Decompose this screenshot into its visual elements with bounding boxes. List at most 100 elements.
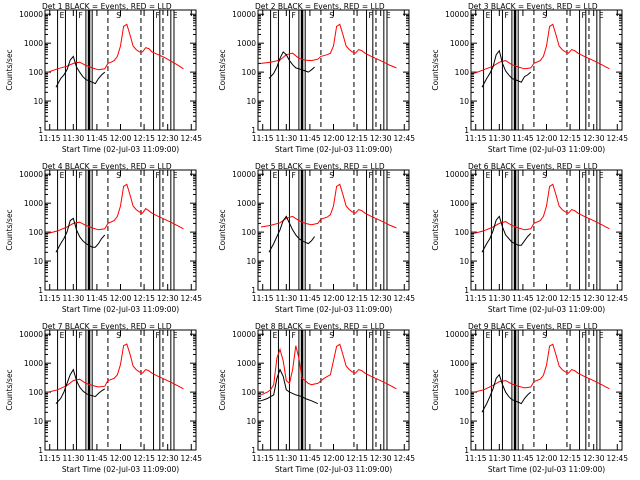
- x-tick-label: 12:30: [370, 294, 392, 303]
- x-tick-label: 12:30: [157, 134, 179, 143]
- x-tick-label: 12:30: [583, 134, 605, 143]
- plot-frame: [44, 329, 197, 451]
- series-lld-line: [473, 183, 610, 234]
- x-tick-label: 12:00: [536, 134, 558, 143]
- x-tick-label: 11:45: [299, 454, 321, 463]
- marker-label: E: [599, 331, 604, 340]
- marker-label: F: [504, 171, 508, 180]
- marker-label: F: [369, 331, 373, 340]
- y-tick-label: 100: [29, 228, 44, 237]
- marker-label: F: [291, 11, 295, 20]
- marker-label: F: [582, 171, 586, 180]
- marker-label: F: [291, 331, 295, 340]
- y-tick-label: 10000: [445, 10, 469, 19]
- y-tick-label: 1: [251, 446, 256, 455]
- series-lld-line: [473, 343, 610, 393]
- y-axis-label: Counts/sec: [431, 209, 440, 250]
- panel-title: Det 9 BLACK = Events, RED = LLD: [468, 322, 598, 331]
- x-axis-label: Start Time (02-Jul-03 11:09:00): [275, 305, 392, 314]
- series-events-line: [268, 215, 316, 253]
- x-tick-label: 12:30: [157, 454, 179, 463]
- y-axis-label: Counts/sec: [431, 49, 440, 90]
- x-tick-label: 12:15: [133, 134, 155, 143]
- y-tick-label: 10: [246, 97, 256, 106]
- x-tick-label: 12:00: [323, 134, 345, 143]
- x-tick-label: 11:30: [489, 134, 511, 143]
- panel-det-7: E F S F E 1 10 100 1000 10000 11:15 11:30 11:45 12:00…: [5, 322, 202, 474]
- marker-label: E: [386, 171, 391, 180]
- y-tick-label: 1000: [237, 199, 256, 208]
- x-tick-label: 12:00: [323, 454, 345, 463]
- marker-label: E: [486, 11, 491, 20]
- y-tick-label: 1000: [237, 39, 256, 48]
- marker-label: E: [273, 11, 278, 20]
- y-tick-label: 100: [242, 228, 257, 237]
- panel-det-6: E F S F E 1 10 100 1000 10000 11:15 11:30 11:45 12:00…: [431, 162, 628, 314]
- y-tick-label: 1000: [24, 359, 43, 368]
- x-tick-label: 12:45: [393, 134, 415, 143]
- y-tick-label: 1000: [24, 39, 43, 48]
- x-tick-label: 11:15: [39, 294, 61, 303]
- marker-label: S: [116, 331, 121, 340]
- x-tick-label: 11:30: [63, 454, 85, 463]
- y-tick-label: 100: [455, 388, 470, 397]
- x-tick-label: 11:15: [39, 454, 61, 463]
- marker-label: E: [60, 331, 65, 340]
- marker-label: E: [273, 331, 278, 340]
- x-axis-label: Start Time (02-Jul-03 11:09:00): [488, 145, 605, 154]
- x-tick-label: 11:45: [86, 454, 108, 463]
- x-tick-label: 12:30: [157, 294, 179, 303]
- marker-label: F: [291, 171, 295, 180]
- y-tick-label: 10: [246, 417, 256, 426]
- panel-title: Det 6 BLACK = Events, RED = LLD: [468, 162, 598, 171]
- x-tick-label: 11:45: [86, 294, 108, 303]
- series-lld-line: [47, 23, 184, 73]
- y-tick-label: 10000: [19, 10, 43, 19]
- x-tick-label: 12:30: [370, 134, 392, 143]
- panel-title: Det 4 BLACK = Events, RED = LLD: [42, 162, 172, 171]
- y-axis-label: Counts/sec: [5, 369, 14, 410]
- x-tick-label: 12:45: [606, 134, 628, 143]
- y-tick-label: 1000: [450, 199, 469, 208]
- y-tick-label: 10: [33, 417, 43, 426]
- y-tick-label: 10: [33, 97, 43, 106]
- marker-label: E: [599, 11, 604, 20]
- y-tick-label: 1: [251, 286, 256, 295]
- x-tick-label: 12:00: [323, 294, 345, 303]
- y-tick-label: 1: [38, 286, 43, 295]
- marker-label: E: [386, 331, 391, 340]
- x-tick-label: 11:30: [276, 294, 298, 303]
- marker-label: F: [156, 171, 160, 180]
- marker-label: S: [542, 331, 547, 340]
- plot-frame: [44, 9, 197, 131]
- plot-frame: [257, 329, 410, 451]
- x-tick-label: 11:30: [489, 454, 511, 463]
- marker-label: F: [156, 331, 160, 340]
- marker-label: S: [542, 171, 547, 180]
- x-tick-label: 12:00: [110, 454, 132, 463]
- x-tick-label: 11:45: [299, 134, 321, 143]
- x-tick-label: 11:15: [465, 454, 487, 463]
- y-tick-label: 10: [246, 257, 256, 266]
- x-tick-label: 12:15: [346, 294, 368, 303]
- y-axis-label: Counts/sec: [218, 369, 227, 410]
- x-axis-label: Start Time (02-Jul-03 11:09:00): [62, 465, 179, 474]
- panel-det-5: E F S F E 1 10 100 1000 10000 11:15 11:30 11:45 12:00…: [218, 162, 415, 314]
- x-tick-label: 12:45: [606, 454, 628, 463]
- x-axis-label: Start Time (02-Jul-03 11:09:00): [488, 305, 605, 314]
- panel-det-4: E F S F E 1 10 100 1000 10000 11:15 11:30 11:45 12:00…: [5, 162, 202, 314]
- y-tick-label: 100: [242, 68, 257, 77]
- marker-label: S: [329, 331, 334, 340]
- marker-label: E: [173, 331, 178, 340]
- panel-det-9: E F S F E 1 10 100 1000 10000 11:15 11:30 11:45 12:00…: [431, 322, 628, 474]
- y-tick-label: 100: [29, 388, 44, 397]
- y-tick-label: 1: [38, 446, 43, 455]
- x-axis-label: Start Time (02-Jul-03 11:09:00): [62, 145, 179, 154]
- x-tick-label: 12:45: [180, 454, 202, 463]
- x-tick-label: 12:00: [536, 294, 558, 303]
- panel-title: Det 3 BLACK = Events, RED = LLD: [468, 2, 598, 11]
- x-tick-label: 12:15: [133, 294, 155, 303]
- plot-frame: [257, 169, 410, 291]
- x-tick-label: 12:15: [346, 134, 368, 143]
